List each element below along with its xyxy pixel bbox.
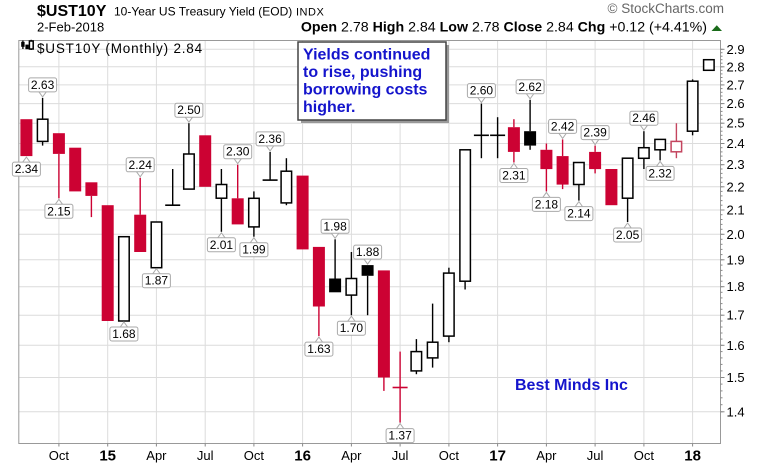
svg-text:Oct: Oct xyxy=(634,448,655,463)
svg-text:1.8: 1.8 xyxy=(727,279,745,294)
svg-text:2-Feb-2018: 2-Feb-2018 xyxy=(37,20,104,35)
svg-text:2.05: 2.05 xyxy=(616,228,640,242)
svg-text:Oct: Oct xyxy=(244,448,265,463)
svg-text:1.70: 1.70 xyxy=(340,321,364,335)
svg-text:$UST10Y (Monthly) 2.84: $UST10Y (Monthly) 2.84 xyxy=(37,41,203,56)
svg-text:1.87: 1.87 xyxy=(145,274,169,288)
svg-text:$UST10Y: $UST10Y xyxy=(37,3,107,20)
svg-text:1.88: 1.88 xyxy=(356,245,380,259)
svg-text:© StockCharts.com: © StockCharts.com xyxy=(608,1,724,16)
svg-text:2.1: 2.1 xyxy=(727,203,745,218)
svg-text:2.34: 2.34 xyxy=(15,162,39,176)
svg-text:2.31: 2.31 xyxy=(502,169,526,183)
svg-text:2.4: 2.4 xyxy=(727,136,745,151)
svg-text:1.9: 1.9 xyxy=(727,252,745,267)
svg-text:2.60: 2.60 xyxy=(470,84,494,98)
svg-text:2.9: 2.9 xyxy=(727,42,745,57)
svg-text:2.18: 2.18 xyxy=(535,197,559,211)
svg-text:Jul: Jul xyxy=(197,448,214,463)
svg-text:2.32: 2.32 xyxy=(648,166,672,180)
svg-text:2.50: 2.50 xyxy=(177,103,201,117)
svg-text:1.5: 1.5 xyxy=(727,370,745,385)
svg-text:2.7: 2.7 xyxy=(727,77,745,92)
svg-text:Jul: Jul xyxy=(392,448,409,463)
svg-text:2.15: 2.15 xyxy=(47,204,71,218)
svg-text:borrowing costs: borrowing costs xyxy=(303,82,428,99)
svg-text:higher.: higher. xyxy=(303,99,355,116)
svg-text:1.68: 1.68 xyxy=(112,327,136,341)
svg-text:2.63: 2.63 xyxy=(31,78,55,92)
svg-text:Apr: Apr xyxy=(536,448,557,463)
svg-text:2.5: 2.5 xyxy=(727,116,745,131)
svg-text:2.24: 2.24 xyxy=(129,158,153,172)
svg-text:1.7: 1.7 xyxy=(727,308,745,323)
svg-text:Oct: Oct xyxy=(439,448,460,463)
svg-text:2.6: 2.6 xyxy=(727,96,745,111)
svg-text:18: 18 xyxy=(684,448,701,465)
svg-text:Open 2.78 High 2.84 Low 2.78 C: Open 2.78 High 2.84 Low 2.78 Close 2.84 … xyxy=(301,20,707,36)
svg-text:1.99: 1.99 xyxy=(242,243,266,257)
svg-text:Apr: Apr xyxy=(341,448,362,463)
svg-text:1.63: 1.63 xyxy=(307,342,331,356)
svg-text:2.0: 2.0 xyxy=(727,227,745,242)
svg-text:Apr: Apr xyxy=(146,448,167,463)
svg-text:2.30: 2.30 xyxy=(226,145,250,159)
svg-text:1.4: 1.4 xyxy=(727,404,745,419)
svg-text:to rise, pushing: to rise, pushing xyxy=(303,64,422,81)
svg-text:2.3: 2.3 xyxy=(727,157,745,172)
svg-text:2.42: 2.42 xyxy=(551,119,575,133)
svg-text:2.62: 2.62 xyxy=(518,80,542,94)
svg-text:15: 15 xyxy=(99,448,116,465)
svg-text:2.14: 2.14 xyxy=(567,207,591,221)
svg-text:2.36: 2.36 xyxy=(258,132,282,146)
svg-text:1.37: 1.37 xyxy=(388,429,412,443)
svg-text:17: 17 xyxy=(489,448,506,465)
svg-text:1.6: 1.6 xyxy=(727,338,745,353)
svg-text:2.01: 2.01 xyxy=(210,238,234,252)
svg-text:Jul: Jul xyxy=(587,448,604,463)
svg-text:2.8: 2.8 xyxy=(727,59,745,74)
svg-text:2.39: 2.39 xyxy=(583,126,607,140)
svg-text:Oct: Oct xyxy=(49,448,70,463)
svg-text:10-Year US Treasury Yield (EOD: 10-Year US Treasury Yield (EOD) xyxy=(114,5,292,19)
svg-text:16: 16 xyxy=(294,448,311,465)
svg-text:2.46: 2.46 xyxy=(632,111,656,125)
svg-text:INDX: INDX xyxy=(296,7,324,19)
svg-text:2.2: 2.2 xyxy=(727,179,745,194)
svg-text:Best Minds Inc: Best Minds Inc xyxy=(515,377,628,394)
svg-text:1.98: 1.98 xyxy=(323,219,347,233)
svg-text:Yields continued: Yields continued xyxy=(303,47,430,64)
